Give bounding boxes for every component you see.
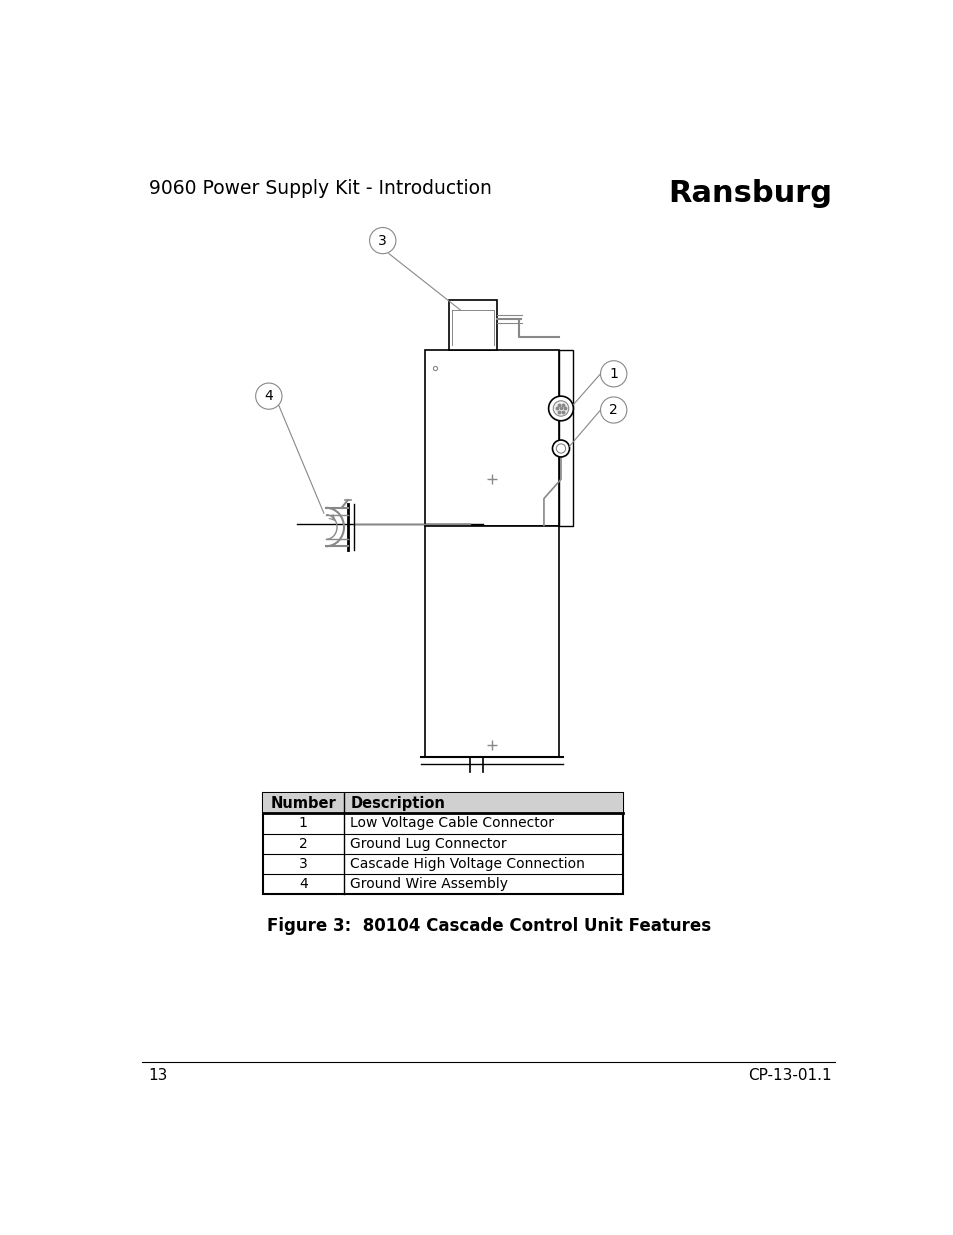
Text: Ground Lug Connector: Ground Lug Connector xyxy=(350,836,506,851)
Circle shape xyxy=(552,440,569,457)
Text: Cascade High Voltage Connection: Cascade High Voltage Connection xyxy=(350,857,584,871)
Circle shape xyxy=(255,383,282,409)
Bar xyxy=(425,526,558,757)
Text: 1: 1 xyxy=(609,367,618,380)
Text: CP-13-01.1: CP-13-01.1 xyxy=(748,1068,831,1083)
Text: Low Voltage Cable Connector: Low Voltage Cable Connector xyxy=(350,816,554,830)
Text: 13: 13 xyxy=(149,1068,168,1083)
Text: 2: 2 xyxy=(298,836,308,851)
Text: 4: 4 xyxy=(298,877,308,890)
Text: Ground Wire Assembly: Ground Wire Assembly xyxy=(350,877,508,890)
Text: 2: 2 xyxy=(609,403,618,417)
Text: Ransburg: Ransburg xyxy=(667,179,831,207)
Circle shape xyxy=(599,396,626,424)
Bar xyxy=(425,350,558,526)
Text: Description: Description xyxy=(350,797,445,811)
Circle shape xyxy=(556,443,565,453)
Bar xyxy=(262,793,622,814)
Text: 4: 4 xyxy=(264,389,273,403)
Text: 3: 3 xyxy=(298,857,308,871)
Circle shape xyxy=(548,396,573,421)
Bar xyxy=(558,350,573,526)
Text: Number: Number xyxy=(270,797,335,811)
Bar xyxy=(262,793,622,894)
Bar xyxy=(448,300,497,350)
Text: 3: 3 xyxy=(378,233,387,247)
Text: 9060 Power Supply Kit - Introduction: 9060 Power Supply Kit - Introduction xyxy=(149,179,491,198)
Circle shape xyxy=(369,227,395,253)
Text: 1: 1 xyxy=(298,816,308,830)
Text: Figure 3:  80104 Cascade Control Unit Features: Figure 3: 80104 Cascade Control Unit Fea… xyxy=(267,916,710,935)
Circle shape xyxy=(553,401,568,416)
Circle shape xyxy=(599,361,626,387)
